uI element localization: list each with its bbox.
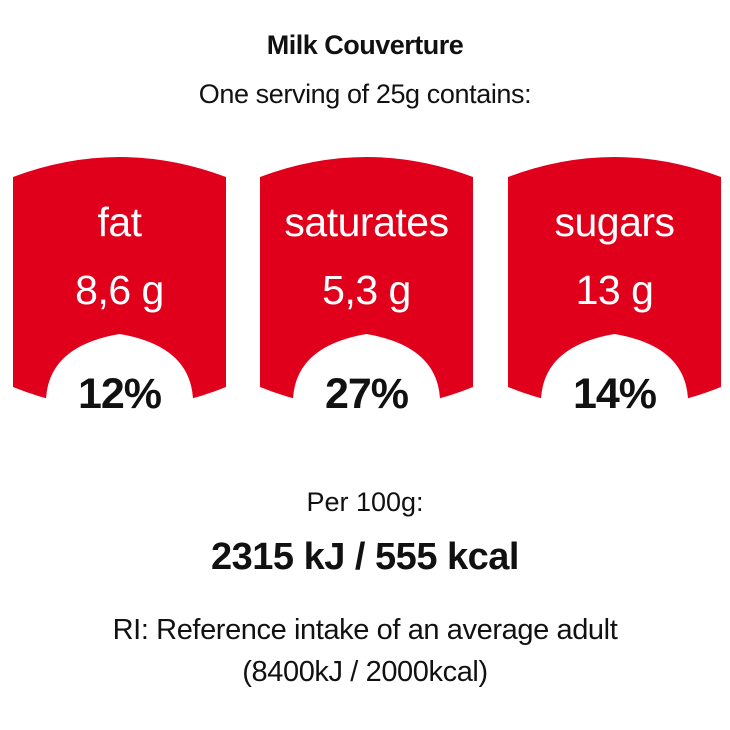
nutrient-amount: 5,3 g bbox=[322, 267, 411, 313]
nutrient-panel-sugars: sugars 13 g 14% bbox=[508, 147, 721, 430]
reference-intake-values: (8400kJ / 2000kcal) bbox=[242, 656, 488, 688]
product-title: Milk Couverture bbox=[266, 30, 464, 60]
nutrient-panel-saturates: saturates 5,3 g 27% bbox=[260, 147, 473, 430]
nutrient-name: fat bbox=[97, 199, 142, 245]
energy-value: 2315 kJ / 555 kcal bbox=[211, 536, 519, 578]
nutrient-amount: 13 g bbox=[575, 267, 654, 313]
nutrient-ri-percent: 27% bbox=[324, 370, 409, 418]
serving-text: One serving of 25g contains: bbox=[198, 79, 532, 109]
nutrient-name: sugars bbox=[554, 199, 675, 245]
nutrient-ri-percent: 12% bbox=[77, 370, 162, 418]
panel-shape bbox=[508, 157, 721, 418]
nutrient-name: saturates bbox=[284, 199, 449, 245]
panel-shape bbox=[260, 157, 473, 418]
reference-intake-text: RI: Reference intake of an average adult bbox=[112, 614, 618, 646]
nutrient-ri-percent: 14% bbox=[572, 370, 657, 418]
nutrient-amount: 8,6 g bbox=[75, 267, 164, 313]
panel-shape bbox=[13, 157, 226, 418]
per-100g-label: Per 100g: bbox=[306, 487, 424, 517]
nutrient-panel-fat: fat 8,6 g 12% bbox=[13, 147, 226, 430]
